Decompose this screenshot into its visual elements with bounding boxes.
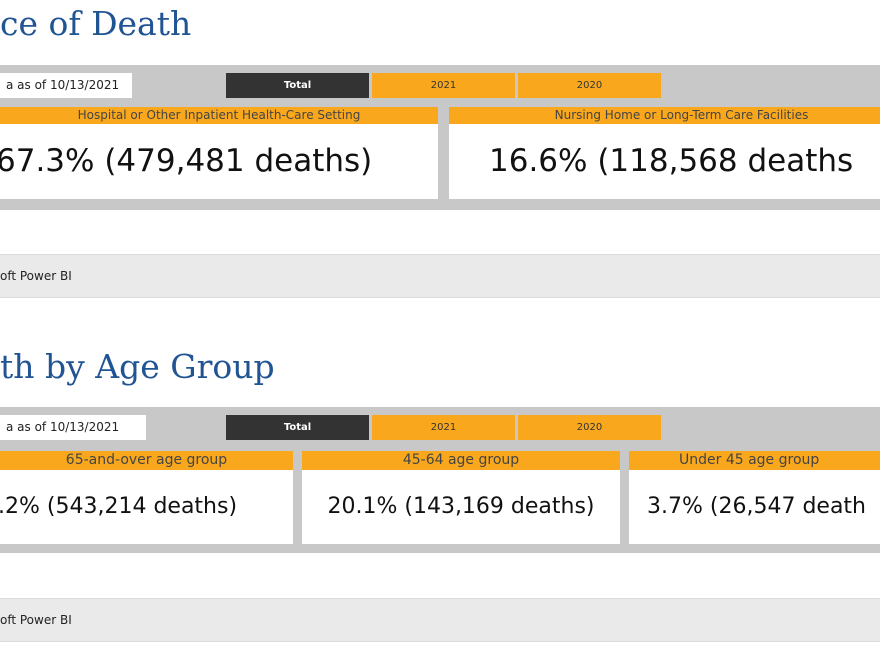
- card-nursing-home: Nursing Home or Long-Term Care Facilitie…: [449, 107, 880, 199]
- powerbi-footer: oft Power BI: [0, 598, 880, 642]
- data-as-of-label: a as of 10/13/2021: [0, 415, 146, 440]
- card-value: 3.7% (26,547 death: [647, 494, 866, 519]
- tab-2021[interactable]: 2021: [372, 73, 515, 98]
- tab-2021[interactable]: 2021: [372, 415, 515, 440]
- card-label: 45-64 age group: [302, 451, 620, 470]
- powerbi-link[interactable]: oft Power BI: [0, 269, 72, 283]
- age-group-report: a as of 10/13/2021 Total 2021 2020 65-an…: [0, 407, 880, 553]
- tab-total[interactable]: Total: [226, 415, 369, 440]
- card-under-45: Under 45 age group 3.7% (26,547 death: [629, 451, 880, 544]
- card-label: 65-and-over age group: [0, 451, 293, 470]
- card-hospital-inpatient: Hospital or Other Inpatient Health-Care …: [0, 107, 438, 199]
- card-65-and-over: 65-and-over age group .2% (543,214 death…: [0, 451, 293, 544]
- card-value: 20.1% (143,169 deaths): [327, 494, 595, 519]
- card-label: Hospital or Other Inpatient Health-Care …: [0, 107, 438, 124]
- powerbi-footer: oft Power BI: [0, 254, 880, 298]
- card-label: Under 45 age group: [629, 451, 880, 470]
- powerbi-link[interactable]: oft Power BI: [0, 613, 72, 627]
- card-label: Nursing Home or Long-Term Care Facilitie…: [449, 107, 880, 124]
- age-group-heading: th by Age Group: [0, 347, 275, 386]
- data-as-of-label: a as of 10/13/2021: [0, 73, 132, 98]
- place-of-death-heading: ce of Death: [0, 4, 192, 43]
- card-value: .2% (543,214 deaths): [0, 494, 238, 519]
- tab-2020[interactable]: 2020: [518, 73, 661, 98]
- card-value: 67.3% (479,481 deaths): [0, 143, 373, 179]
- place-of-death-report: a as of 10/13/2021 Total 2021 2020 Hospi…: [0, 65, 880, 210]
- tab-total[interactable]: Total: [226, 73, 369, 98]
- card-value: 16.6% (118,568 deaths: [489, 143, 854, 179]
- card-45-64: 45-64 age group 20.1% (143,169 deaths): [302, 451, 620, 544]
- tab-2020[interactable]: 2020: [518, 415, 661, 440]
